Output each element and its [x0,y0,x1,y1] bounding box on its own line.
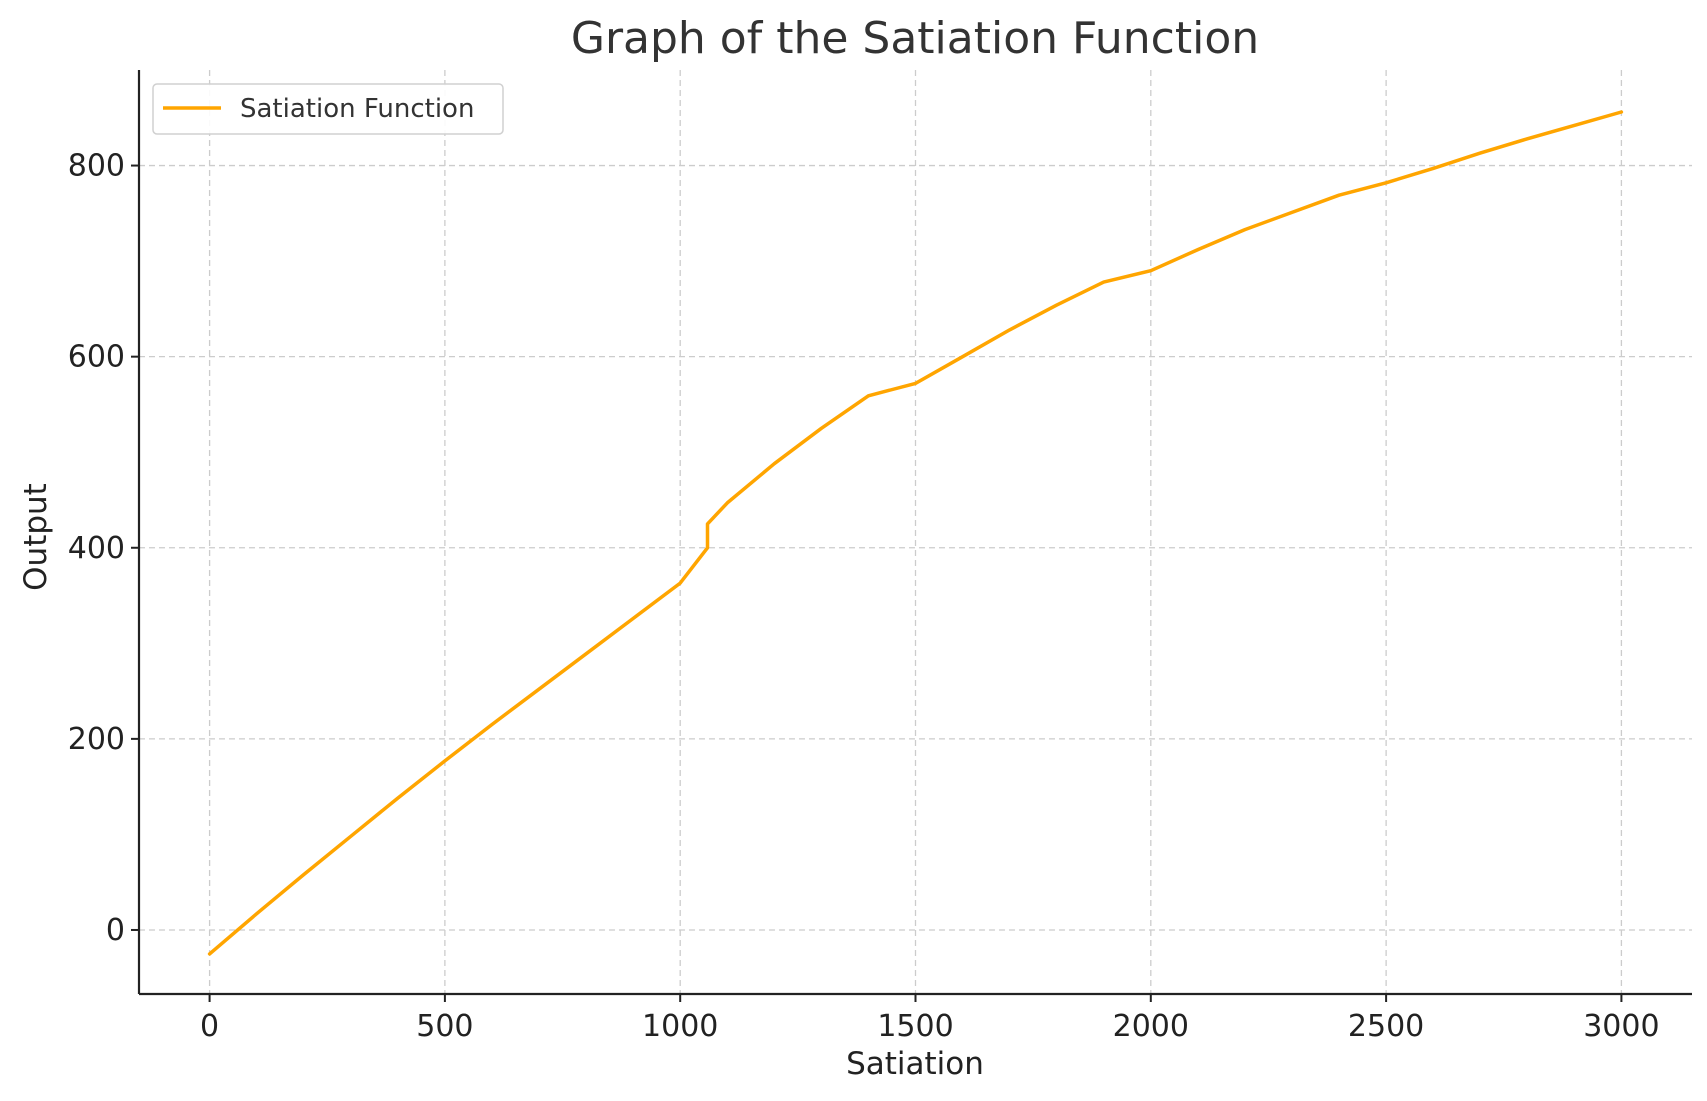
y-tick-label: 600 [68,340,125,375]
x-tick-label: 1000 [642,1009,718,1044]
chart-title: Graph of the Satiation Function [571,13,1259,64]
legend: Satiation Function [152,83,504,135]
ticks: 0 500 1000 1500 2000 2500 3000 0 200 400 600 800 [68,149,1660,1044]
series-layer [207,110,1624,956]
x-tick-label: 2500 [1348,1009,1424,1044]
x-tick-label: 0 [200,1009,219,1044]
series-line-satiation-function [207,110,1624,956]
x-axis-label: Satiation [846,1046,984,1082]
y-tick-label: 200 [68,722,125,757]
y-axis-label: Output [18,483,54,591]
y-tick-label: 0 [106,913,125,948]
grid [139,70,1692,994]
legend-box [152,83,504,135]
y-tick-label: 400 [68,531,125,566]
x-tick-label: 1500 [877,1009,953,1044]
legend-entry-satiation-function: Satiation Function [240,94,474,124]
y-tick-label: 800 [68,149,125,184]
x-tick-label: 3000 [1583,1009,1659,1044]
x-tick-label: 2000 [1113,1009,1189,1044]
x-tick-label: 500 [416,1009,473,1044]
